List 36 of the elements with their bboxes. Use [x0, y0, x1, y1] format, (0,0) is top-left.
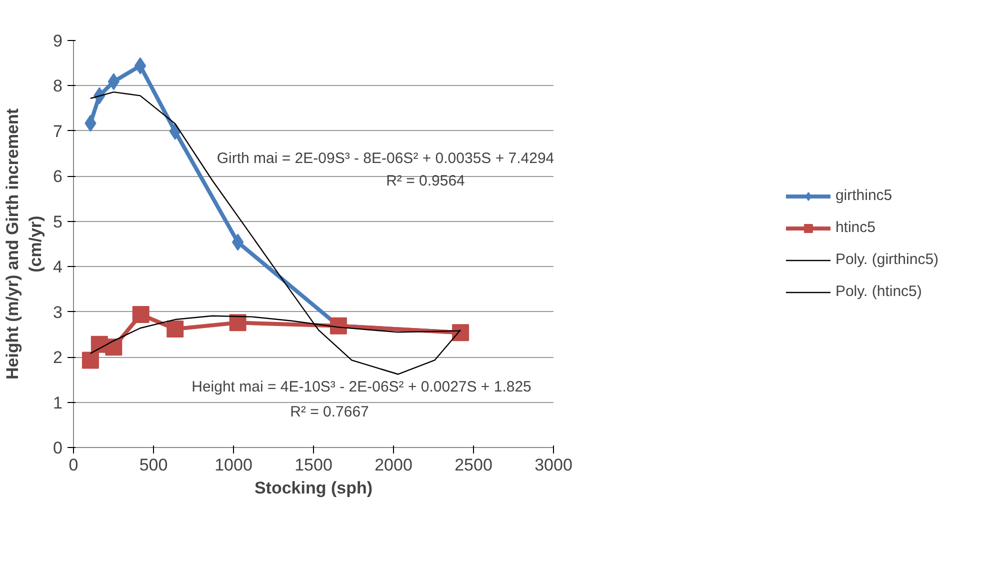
annotation: Girth mai = 2E-09S³ - 8E-06S² + 0.0035S + 7.4294 — [216, 150, 554, 168]
x-tick-label: 2000 — [374, 456, 412, 474]
legend-label: htinc5 — [835, 219, 876, 236]
point — [452, 324, 470, 342]
point — [232, 234, 244, 251]
point — [105, 338, 122, 356]
x-tick-label: 3000 — [534, 456, 572, 474]
x-tick-label: 0 — [68, 456, 78, 474]
point — [132, 306, 150, 324]
point — [229, 314, 246, 332]
x-tick-label: 500 — [139, 456, 168, 474]
y-tick-label: 8 — [53, 76, 63, 96]
annotation: Height mai = 4E-10S³ - 2E-06S² + 0.0027S + 1.825 — [192, 378, 532, 396]
y-tick-label: 0 — [53, 438, 63, 458]
y-tick-label: 9 — [53, 32, 63, 50]
y-axis-title: Height (m/yr) and Girth increment (cm/yr) — [3, 108, 46, 380]
y-tick-label: 6 — [53, 167, 63, 186]
point — [166, 320, 184, 338]
y-tick-label: 3 — [53, 302, 63, 322]
x-tick-label: 1000 — [214, 456, 252, 474]
annotation: R² = 0.7667 — [290, 403, 369, 420]
legend-label: Poly. (girthinc5) — [835, 251, 939, 268]
x-tick-label: 2500 — [454, 456, 492, 474]
y-tick-label: 7 — [53, 122, 63, 141]
x-axis-title: Stocking (sph) — [254, 478, 373, 498]
annotation: R² = 0.9564 — [386, 172, 465, 190]
point — [82, 352, 99, 369]
point — [330, 317, 347, 334]
y-tick-label: 4 — [53, 258, 63, 277]
x-tick-label: 1500 — [294, 456, 332, 474]
legend-label: girthinc5 — [835, 187, 892, 204]
legend-label: Poly. (htinc5) — [835, 283, 922, 300]
y-tick-label: 5 — [53, 212, 63, 232]
y-tick-label: 1 — [53, 393, 63, 412]
point — [134, 57, 146, 74]
y-tick-label: 2 — [53, 348, 63, 368]
